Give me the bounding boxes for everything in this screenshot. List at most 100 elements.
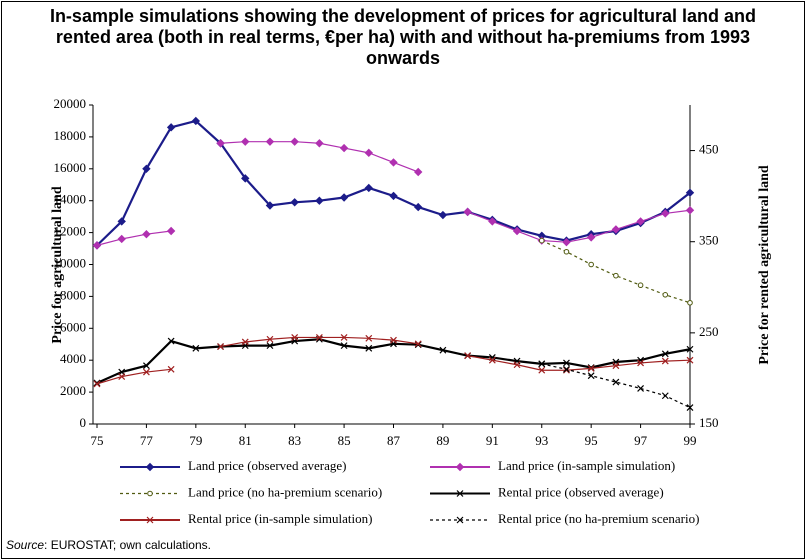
y-tick-label: 16000	[54, 160, 87, 175]
legend-marker	[455, 462, 465, 472]
data-point	[613, 272, 619, 279]
y-tick-label: 2000	[60, 383, 86, 398]
data-point	[93, 379, 101, 387]
data-point	[586, 233, 596, 242]
data-point	[563, 366, 570, 374]
data-point	[191, 116, 201, 126]
x-tick-label: 81	[239, 433, 252, 448]
data-point	[414, 340, 422, 348]
data-point	[265, 137, 275, 146]
series-line	[96, 338, 691, 384]
y-tick-label: 8000	[60, 287, 86, 302]
x-tick-label: 97	[634, 433, 648, 448]
legend-marker	[456, 516, 464, 524]
data-point	[686, 404, 694, 412]
y-axis-label: Price for agricultural land	[50, 186, 65, 343]
data-point	[512, 226, 522, 236]
data-point	[438, 210, 448, 220]
data-point	[315, 196, 324, 205]
data-point	[365, 334, 373, 342]
data-point	[661, 357, 669, 365]
data-point	[340, 333, 348, 341]
data-point	[216, 139, 225, 148]
y2-tick-label: 250	[699, 324, 719, 339]
data-point	[266, 335, 274, 343]
data-point	[266, 342, 274, 350]
data-point	[637, 385, 645, 392]
data-point	[339, 193, 349, 202]
data-point	[587, 372, 595, 380]
x-tick-label: 79	[189, 433, 202, 448]
data-point	[414, 202, 423, 212]
x-tick-label: 91	[486, 433, 499, 448]
data-point	[265, 201, 275, 210]
data-point	[662, 292, 669, 298]
data-point	[612, 378, 620, 386]
data-point	[315, 333, 323, 341]
data-point	[192, 344, 200, 352]
data-point	[463, 207, 472, 217]
data-point	[563, 359, 570, 367]
data-point	[92, 241, 102, 250]
data-point	[241, 137, 250, 146]
y2-axis-label: Price for rented agricultural land	[757, 165, 772, 365]
data-point	[661, 209, 670, 218]
data-point	[513, 361, 521, 369]
data-point	[291, 333, 299, 341]
y-tick-label: 12000	[54, 224, 87, 239]
data-point	[118, 373, 126, 381]
legend-marker	[146, 516, 154, 524]
data-point	[661, 350, 669, 358]
x-tick-label: 75	[91, 433, 104, 448]
data-point	[142, 164, 151, 174]
data-point	[538, 360, 546, 368]
data-point	[241, 174, 250, 183]
data-point	[241, 338, 249, 346]
data-point	[538, 366, 546, 374]
data-point	[637, 282, 644, 289]
data-point	[217, 343, 224, 350]
data-point	[587, 364, 595, 372]
x-tick-label: 93	[535, 433, 548, 448]
data-point	[290, 137, 299, 146]
legend-label: Rental price (no ha-premium scenario)	[498, 511, 699, 526]
data-point	[685, 188, 695, 197]
x-tick-label: 85	[338, 433, 351, 448]
data-point	[588, 261, 594, 268]
data-point	[488, 217, 497, 226]
data-point	[611, 225, 621, 234]
data-point	[142, 362, 150, 370]
legend-marker	[145, 462, 155, 472]
data-point	[563, 248, 570, 255]
legend-label: Land price (in-sample simulation)	[498, 458, 675, 473]
legend-label: Rental price (in-sample simulation)	[188, 511, 372, 526]
y-tick-label: 4000	[60, 351, 86, 366]
y-tick-label: 18000	[54, 128, 87, 143]
data-point	[562, 237, 571, 247]
legend-label: Land price (observed average)	[188, 458, 346, 473]
data-point	[142, 229, 151, 239]
legend-marker	[456, 490, 464, 497]
legend-marker	[147, 490, 153, 497]
x-tick-label: 99	[684, 433, 697, 448]
data-point	[167, 365, 175, 373]
data-point	[612, 362, 620, 370]
source-text: : EUROSTAT; own calculations.	[44, 538, 211, 552]
data-point	[290, 198, 299, 207]
y2-tick-label: 450	[699, 142, 719, 157]
data-point	[636, 217, 645, 226]
y-tick-label: 20000	[54, 96, 87, 111]
data-point	[339, 143, 349, 153]
data-point	[315, 139, 324, 148]
data-point	[538, 237, 545, 244]
y-tick-label: 0	[80, 415, 87, 430]
data-point	[390, 336, 397, 344]
data-point	[488, 356, 496, 364]
data-point	[661, 392, 669, 400]
data-point	[685, 206, 695, 215]
series-line	[96, 119, 691, 247]
y2-tick-label: 150	[699, 415, 719, 430]
data-point	[364, 148, 373, 158]
data-point	[637, 359, 645, 367]
